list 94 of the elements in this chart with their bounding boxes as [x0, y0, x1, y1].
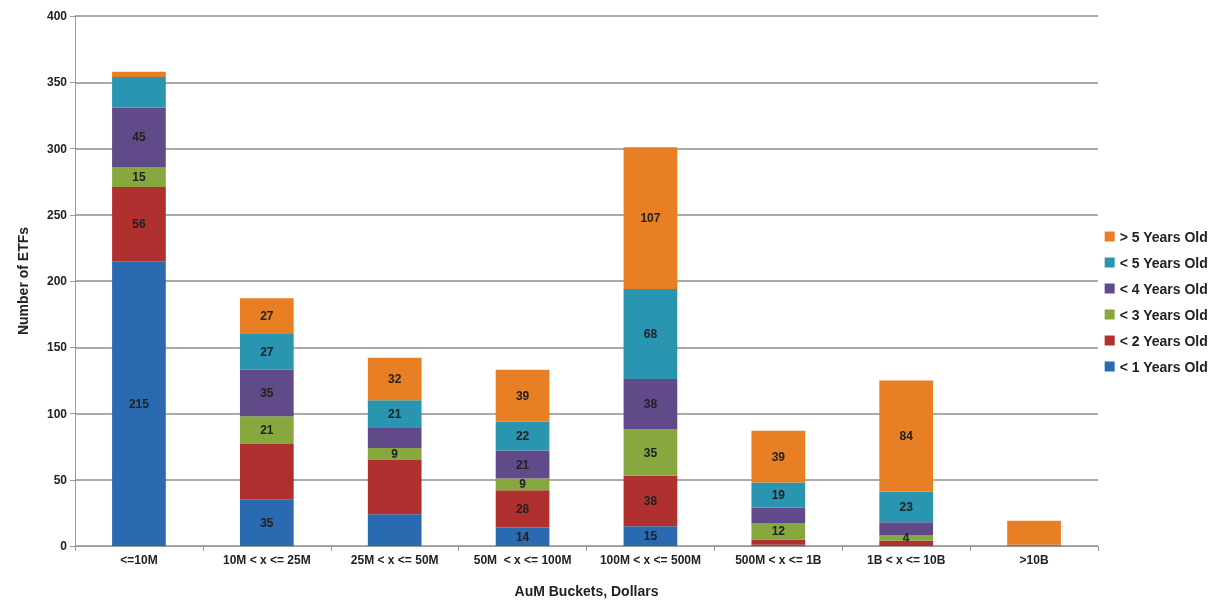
- x-tick-label: 50M < x <= 100M: [473, 553, 572, 567]
- data-label: 14: [515, 529, 530, 544]
- data-label: 35: [643, 445, 658, 460]
- bar: [239, 369, 294, 417]
- legend-label: < 2 Years Old: [1119, 332, 1208, 349]
- x-tick-label: >10B: [1019, 553, 1049, 567]
- legend-label: < 1 Years Old: [1119, 358, 1208, 375]
- data-label: 35: [260, 385, 274, 400]
- bar: [112, 186, 166, 262]
- y-tick-label: 50: [53, 472, 68, 487]
- bar: [239, 334, 294, 370]
- y-tick-label: 200: [46, 274, 68, 288]
- bar: [623, 288, 678, 380]
- data-label: 56: [132, 217, 146, 232]
- bar: [623, 379, 678, 430]
- y-tick-label: 350: [46, 75, 68, 90]
- y-tick-label: 250: [46, 207, 68, 222]
- data-label: 22: [515, 429, 530, 444]
- y-axis-title: Number of ETFs: [15, 226, 31, 336]
- data-label: 21: [515, 457, 530, 472]
- bar: [623, 147, 678, 289]
- bar: [239, 499, 294, 546]
- data-label: 15: [643, 529, 658, 544]
- data-label: 15: [132, 169, 146, 184]
- bar: [623, 475, 678, 527]
- bar: [623, 526, 678, 546]
- x-tick-label: 25M < x <= 50M: [350, 553, 439, 567]
- bar: [1007, 520, 1061, 545]
- data-label: 21: [260, 423, 274, 438]
- bar: [367, 514, 422, 546]
- data-label: 21: [388, 407, 402, 422]
- data-label: 27: [260, 309, 274, 324]
- bar: [495, 490, 550, 528]
- bar: [495, 450, 550, 479]
- bar: [112, 71, 166, 77]
- bar: [367, 447, 422, 460]
- data-label: 107: [640, 211, 661, 226]
- x-tick-label: 1B < x <= 10B: [866, 553, 946, 567]
- y-tick-label: 150: [46, 340, 68, 355]
- data-label: 28: [515, 501, 530, 516]
- bar: [879, 535, 934, 541]
- data-label: 27: [260, 344, 274, 359]
- legend-label: > 5 Years Old: [1119, 228, 1208, 245]
- data-label: 38: [643, 493, 658, 508]
- data-label: 45: [132, 130, 146, 145]
- bar: [239, 416, 294, 444]
- x-tick-label: 500M < x <= 1B: [735, 553, 822, 567]
- y-tick-label: 100: [46, 406, 68, 421]
- data-label: 9: [519, 477, 527, 492]
- bar: [495, 527, 550, 546]
- data-label: 23: [899, 499, 914, 514]
- bar: [367, 400, 422, 429]
- data-label: 39: [771, 449, 786, 464]
- data-label: 12: [771, 524, 786, 539]
- y-tick-label: 400: [46, 9, 68, 23]
- legend-label: < 5 Years Old: [1119, 254, 1208, 271]
- bar: [879, 380, 934, 492]
- bar: [495, 369, 550, 422]
- bar: [751, 482, 806, 508]
- x-tick-label: 10M < x <= 25M: [222, 553, 311, 567]
- bar: [751, 430, 806, 483]
- bar: [751, 523, 806, 540]
- data-label: 39: [515, 388, 530, 403]
- bar: [367, 459, 422, 515]
- data-label: 84: [899, 429, 914, 444]
- bar: [879, 540, 934, 546]
- bar: [112, 167, 166, 187]
- bar: [367, 428, 422, 448]
- bar: [239, 443, 294, 500]
- data-label: 38: [643, 397, 658, 412]
- legend-label: < 3 Years Old: [1119, 306, 1208, 323]
- bar: [112, 261, 166, 546]
- bar: [495, 421, 550, 451]
- data-label: 215: [128, 396, 150, 411]
- x-tick-label: 100M < x <= 500M: [599, 553, 701, 567]
- data-label: 68: [643, 327, 658, 341]
- bar: [751, 507, 806, 524]
- data-label: 32: [388, 372, 402, 387]
- bar: [623, 429, 678, 476]
- bar: [367, 357, 422, 401]
- legend-label: < 4 Years Old: [1119, 280, 1208, 297]
- bar: [239, 298, 294, 334]
- y-tick-label: 300: [46, 141, 68, 156]
- data-label: 9: [391, 446, 399, 461]
- bar: [112, 76, 166, 108]
- data-label: 35: [260, 515, 274, 530]
- x-tick-label: <=10M: [120, 553, 158, 567]
- y-tick-label: 0: [60, 539, 68, 553]
- bar: [751, 539, 806, 545]
- bar: [112, 107, 166, 168]
- bar: [495, 478, 550, 491]
- x-axis-title: AuM Buckets, Dollars: [514, 583, 659, 599]
- data-label: 19: [771, 487, 786, 502]
- bar: [879, 491, 934, 523]
